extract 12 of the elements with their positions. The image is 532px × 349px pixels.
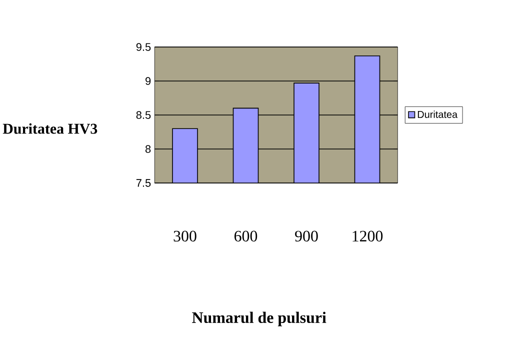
legend-label: Duritatea [418, 110, 458, 118]
x-tick-label: 900 [295, 230, 318, 242]
y-tick-label: 8.5 [136, 111, 151, 119]
y-tick-label: 9 [146, 77, 151, 85]
x-tick-label: 300 [174, 230, 196, 242]
x-tick-label: 1200 [352, 230, 383, 242]
y-axis-title: Duritatea HV3 [2, 123, 98, 134]
x-axis-title: Numarul de pulsuri [192, 312, 326, 326]
y-tick-label: 8 [145, 145, 151, 153]
y-tick-label: 7.5 [136, 179, 151, 187]
y-tick-label: 9.5 [136, 43, 151, 51]
x-tick-label: 600 [234, 230, 258, 242]
